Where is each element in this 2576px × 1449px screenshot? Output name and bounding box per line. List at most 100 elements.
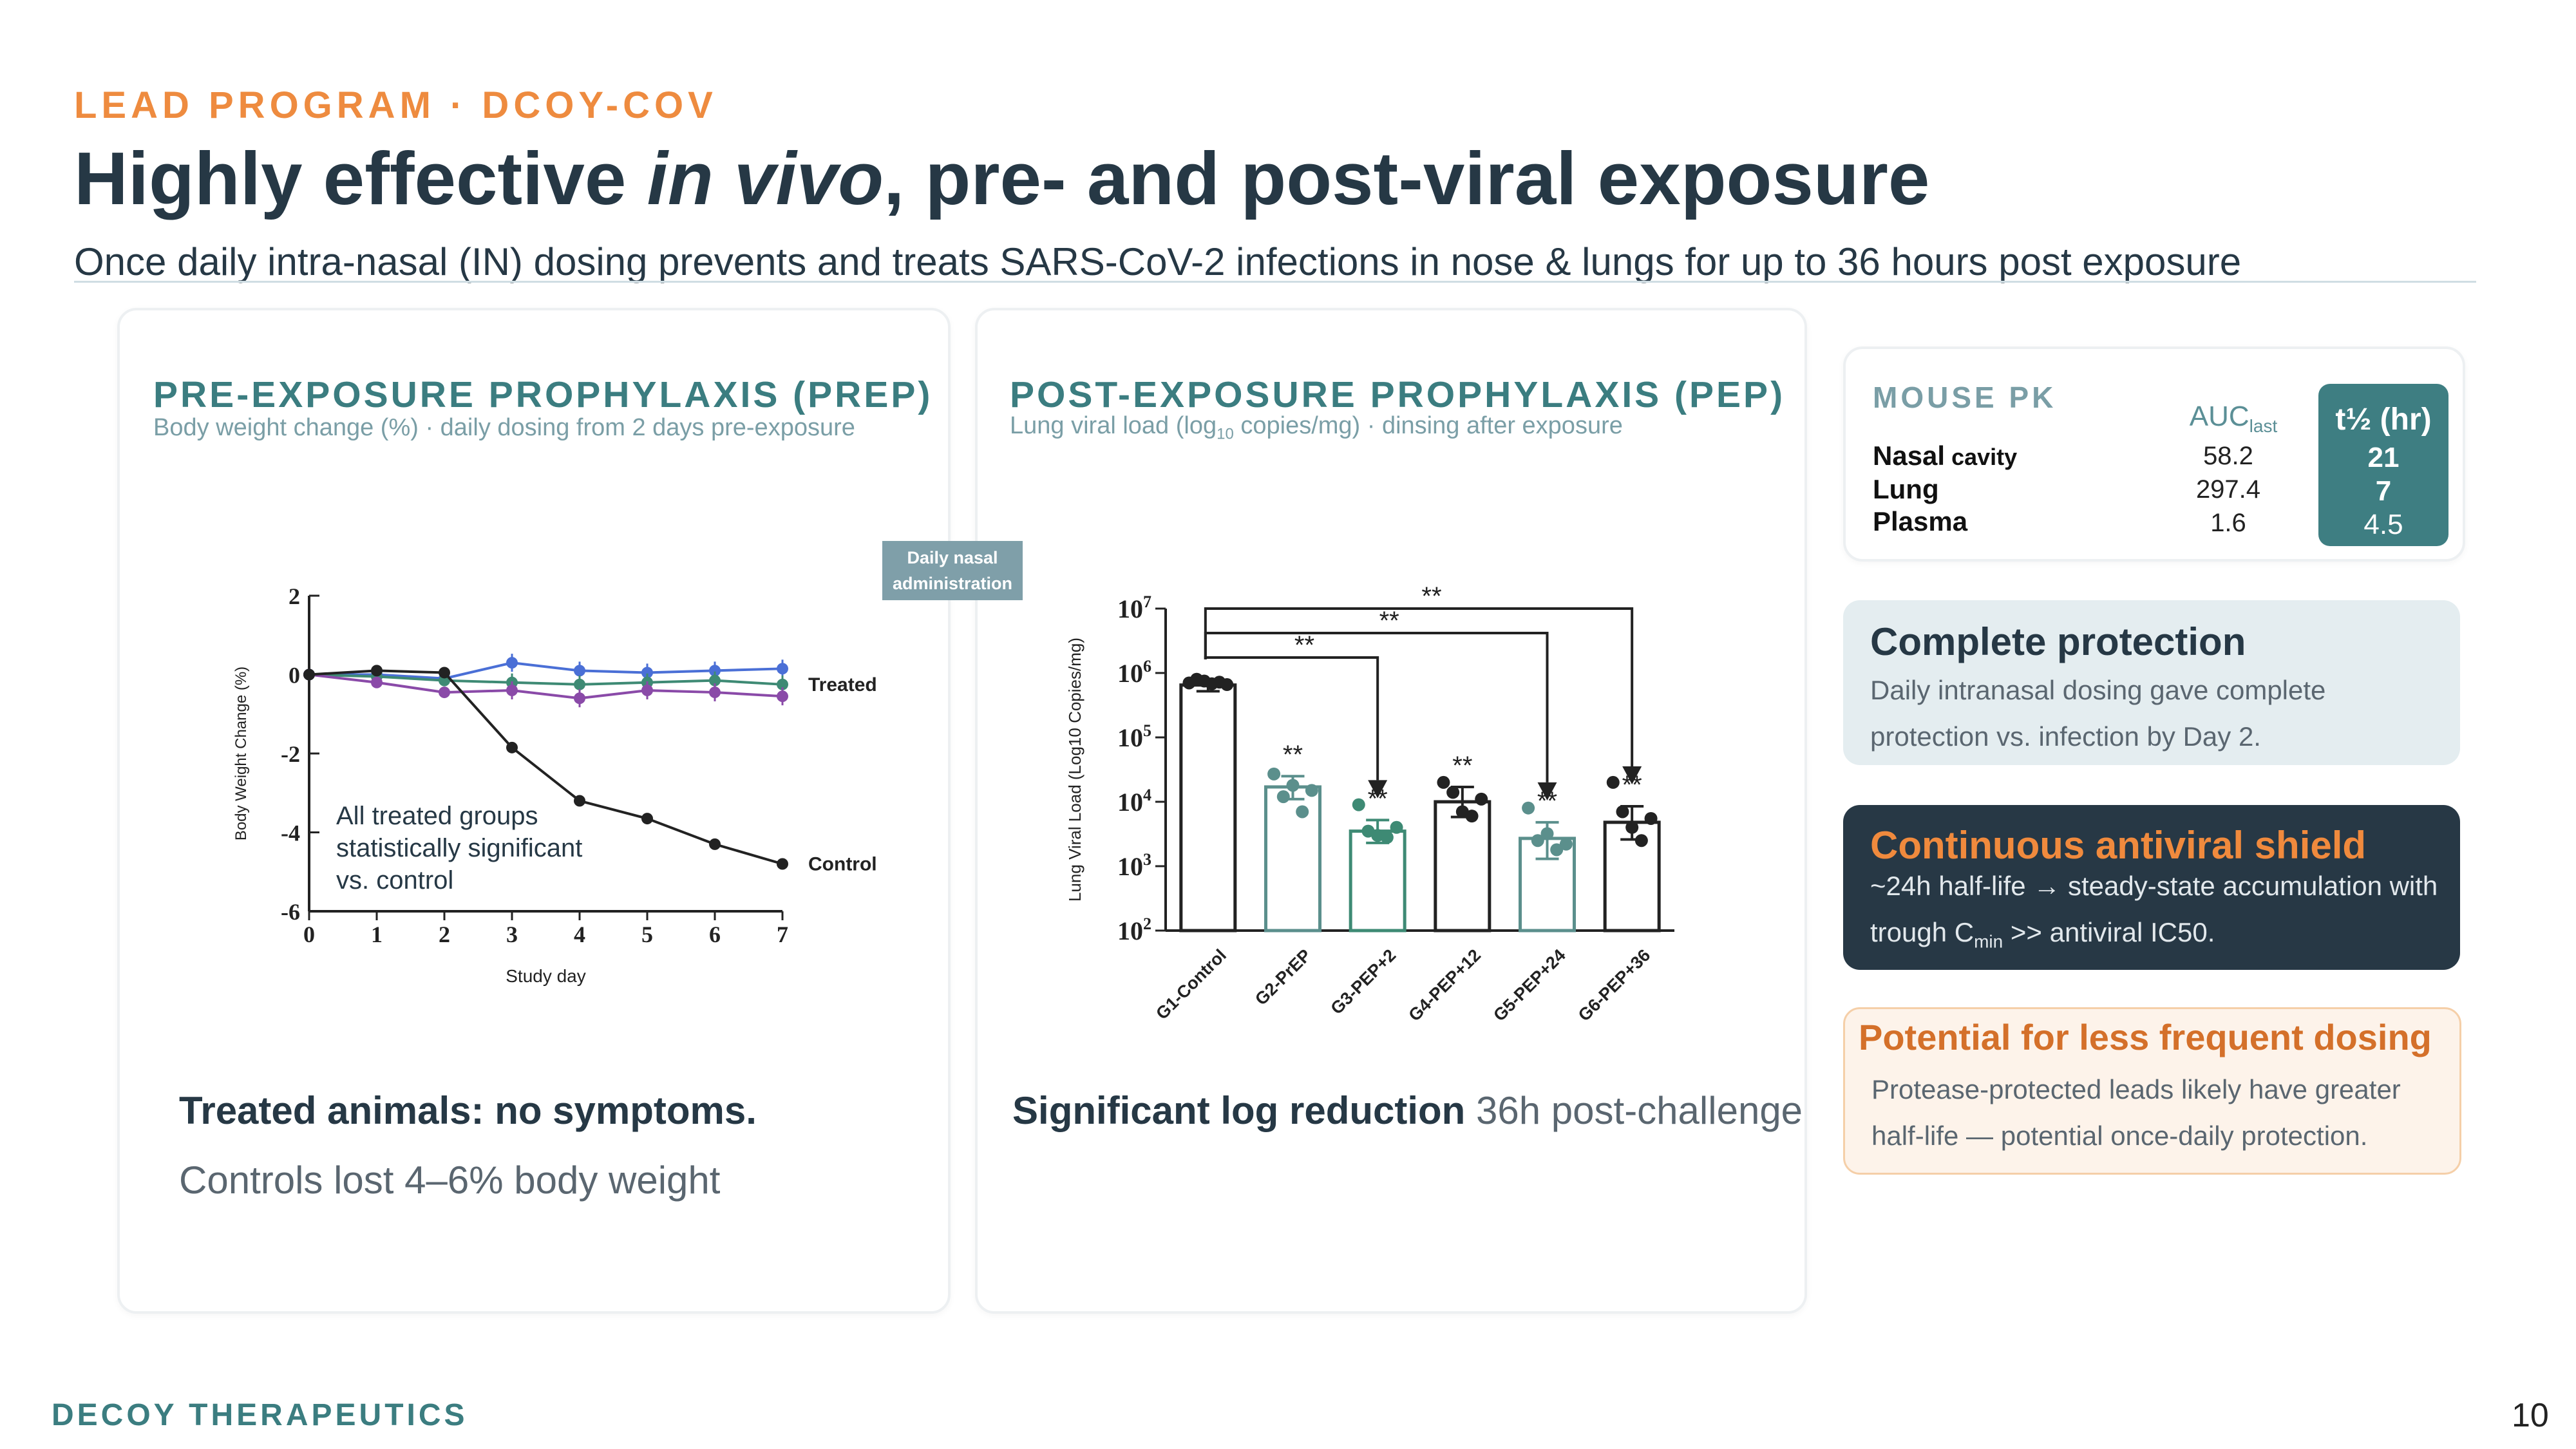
pep-data-point bbox=[1286, 779, 1300, 792]
prep-control-point bbox=[506, 741, 518, 753]
prep-y-tick-label: -4 bbox=[281, 820, 300, 846]
pep-data-point bbox=[1559, 837, 1573, 851]
callout-frequent bbox=[1843, 1007, 2461, 1175]
pk-row-nasal-small: cavity bbox=[1945, 444, 2018, 470]
daily-nasal-tag: Daily nasal administration bbox=[882, 541, 1023, 600]
pep-category-label: G3-PEP+2 bbox=[1327, 945, 1399, 1018]
pep-y-tick-label: 103 bbox=[1117, 850, 1151, 881]
prep-control-point bbox=[371, 665, 383, 677]
pep-data-point bbox=[1446, 786, 1460, 799]
callout-shield-text-sub: min bbox=[1974, 931, 2003, 952]
pk-col-auc-sub: last bbox=[2249, 415, 2278, 436]
callout-shield-text: ~24h half-life → steady-state accumulati… bbox=[1870, 863, 2443, 965]
pep-category-label: G2-PrEP bbox=[1251, 945, 1315, 1009]
pep-bracket-significance: ** bbox=[1421, 582, 1441, 611]
subtitle-underline bbox=[74, 281, 2476, 283]
pep-data-point bbox=[1380, 831, 1394, 844]
footer-company: DECOY THERAPEUTICS bbox=[52, 1398, 468, 1432]
pep-data-point bbox=[1644, 811, 1658, 825]
pk-label: MOUSE PK bbox=[1873, 381, 2057, 414]
prep-x-tick-label: 0 bbox=[303, 922, 315, 947]
prep-data-point bbox=[439, 687, 450, 699]
pep-y-tick-label: 107 bbox=[1117, 592, 1151, 623]
prep-control-point bbox=[709, 838, 721, 850]
callout-frequent-text: Protease-protected leads likely have gre… bbox=[1871, 1074, 2401, 1151]
title-italic: in vivo bbox=[647, 137, 884, 220]
pep-data-point bbox=[1475, 792, 1488, 806]
pep-y-axis-label: Lung Viral Load (Log10 Copies/mg) bbox=[1065, 638, 1084, 902]
pep-data-point bbox=[1267, 767, 1281, 781]
page-title: Highly effective in vivo, pre- and post-… bbox=[74, 135, 1929, 222]
prep-y-tick-label: -6 bbox=[281, 899, 300, 925]
pep-data-point bbox=[1465, 810, 1479, 823]
pep-y-tick-label: 102 bbox=[1117, 914, 1151, 945]
pep-bracket-significance: ** bbox=[1294, 631, 1314, 659]
pep-significance: ** bbox=[1283, 741, 1303, 769]
pk-col-auc-main: AUC bbox=[2189, 401, 2249, 432]
prep-data-point bbox=[709, 687, 721, 699]
prep-x-tick-label: 7 bbox=[777, 922, 788, 947]
pep-data-point bbox=[1625, 820, 1639, 834]
pep-sub-a: Lung viral load (log bbox=[1010, 412, 1217, 439]
pep-y-tick-exponent: 6 bbox=[1143, 657, 1151, 676]
pep-data-point bbox=[1305, 784, 1318, 797]
pep-y-tick-label: 104 bbox=[1117, 786, 1151, 817]
pep-bar bbox=[1434, 800, 1492, 933]
pk-row-plasma-thalf: 4.5 bbox=[2363, 509, 2403, 540]
prep-series-line bbox=[308, 673, 783, 686]
page-number: 10 bbox=[2512, 1397, 2549, 1434]
callout-shield-title: Continuous antiviral shield bbox=[1870, 824, 2367, 867]
pk-row-lung-auc: 297.4 bbox=[2195, 475, 2261, 504]
prep-data-point bbox=[777, 663, 788, 675]
pep-y-tick-label: 105 bbox=[1117, 721, 1151, 752]
prep-series-line bbox=[308, 673, 783, 700]
prep-heading: PRE-EXPOSURE PROPHYLAXIS (PREP) bbox=[153, 374, 933, 415]
prep-data-point bbox=[574, 678, 585, 690]
page-subtitle: Once daily intra-nasal (IN) dosing preve… bbox=[74, 240, 2242, 283]
prep-control-point bbox=[574, 795, 585, 807]
prep-y-axis-label: Body Weight Change (%) bbox=[232, 667, 250, 840]
prep-y-tick-label: 2 bbox=[289, 583, 300, 609]
prep-data-point bbox=[574, 692, 585, 705]
prep-x-tick-label: 5 bbox=[641, 922, 653, 947]
pk-row-lung-thalf: 7 bbox=[2375, 475, 2392, 507]
prep-caption-text: Controls lost 4–6% body weight bbox=[179, 1159, 721, 1202]
pep-data-point bbox=[1634, 834, 1648, 848]
pep-data-point bbox=[1606, 775, 1620, 789]
pep-data-point bbox=[1437, 775, 1450, 789]
prep-x-tick-label: 2 bbox=[439, 922, 450, 947]
callout-shield-text-b: >> antiviral IC50. bbox=[2003, 917, 2215, 947]
callout-complete bbox=[1843, 600, 2460, 765]
pep-caption-bold: Significant log reduction bbox=[1012, 1089, 1466, 1132]
prep-data-point bbox=[641, 685, 653, 696]
prep-x-tick-label: 4 bbox=[574, 922, 585, 947]
prep-y-tick-label: 0 bbox=[289, 663, 300, 688]
prep-card bbox=[117, 308, 951, 1314]
pep-y-tick-exponent: 5 bbox=[1143, 721, 1151, 740]
pep-data-point bbox=[1276, 790, 1290, 804]
prep-data-point bbox=[506, 685, 518, 696]
pk-row-plasma-auc: 1.6 bbox=[2210, 509, 2246, 537]
callout-shield-text-a: ~24h half-life → steady-state accumulati… bbox=[1870, 871, 2438, 947]
title-part1: Highly effective bbox=[74, 137, 647, 220]
prep-control-line bbox=[308, 669, 783, 866]
pk-row-plasma-label: Plasma bbox=[1873, 506, 1968, 536]
pep-y-tick-exponent: 2 bbox=[1143, 914, 1151, 933]
pep-data-point bbox=[1522, 801, 1535, 815]
prep-y-tick-label: -2 bbox=[281, 741, 300, 767]
prep-control-point bbox=[439, 667, 450, 679]
pk-row-nasal-name: Nasal bbox=[1873, 440, 1946, 471]
prep-annotation-line: vs. control bbox=[336, 866, 453, 895]
pk-row-nasal-auc: 58.2 bbox=[2203, 442, 2253, 470]
prep-control-point bbox=[777, 858, 788, 870]
prep-control-point bbox=[303, 668, 315, 681]
daily-nasal-line1: Daily nasal bbox=[907, 548, 998, 567]
callout-complete-title: Complete protection bbox=[1870, 620, 2246, 663]
pep-category-label: G1-Control bbox=[1152, 945, 1230, 1023]
prep-x-tick-label: 6 bbox=[709, 922, 721, 947]
pep-category-label: G5-PEP+24 bbox=[1490, 945, 1569, 1025]
prep-data-point bbox=[777, 690, 788, 703]
pep-bracket-significance: ** bbox=[1379, 607, 1399, 635]
pk-thalf-box bbox=[2318, 384, 2448, 546]
pk-col-auc: AUClast bbox=[2169, 401, 2298, 437]
